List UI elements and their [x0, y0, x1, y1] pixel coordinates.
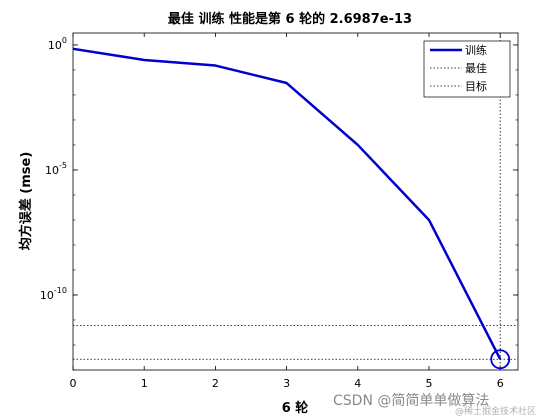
x-tick-label: 4 [354, 377, 361, 390]
best-marker [490, 349, 511, 370]
y-axis-label: 均方误差 (mse) [18, 152, 34, 251]
series-layer [72, 47, 511, 370]
x-tick-label: 1 [141, 377, 148, 390]
x-axis-ticks: 0 1 2 3 4 5 6 [70, 33, 504, 390]
legend-label-best: 最佳 [465, 61, 487, 75]
y-tick-label: 100 [48, 36, 67, 52]
y-tick-label: 10-10 [40, 286, 67, 302]
x-tick-label: 6 [497, 377, 504, 390]
watermark-text: CSDN @简简单单做算法 [333, 392, 489, 409]
legend-label-goal: 目标 [465, 79, 487, 93]
legend: 训练 最佳 目标 [423, 40, 511, 98]
series-line-train [72, 47, 502, 360]
x-tick-label: 5 [426, 377, 433, 390]
y-axis-ticks: 100 10-5 10-10 [40, 36, 518, 371]
x-tick-label: 0 [70, 377, 77, 390]
x-tick-label: 2 [212, 377, 219, 390]
y-tick-label: 10-5 [45, 161, 67, 177]
x-tick-label: 3 [283, 377, 290, 390]
watermark-subtext: @稀土掘金技术社区 [455, 405, 536, 417]
chart-title: 最佳 训练 性能是第 6 轮的 2.6987e-13 [168, 11, 412, 27]
x-axis-label: 6 轮 [282, 400, 309, 416]
legend-label-train: 训练 [465, 43, 487, 57]
